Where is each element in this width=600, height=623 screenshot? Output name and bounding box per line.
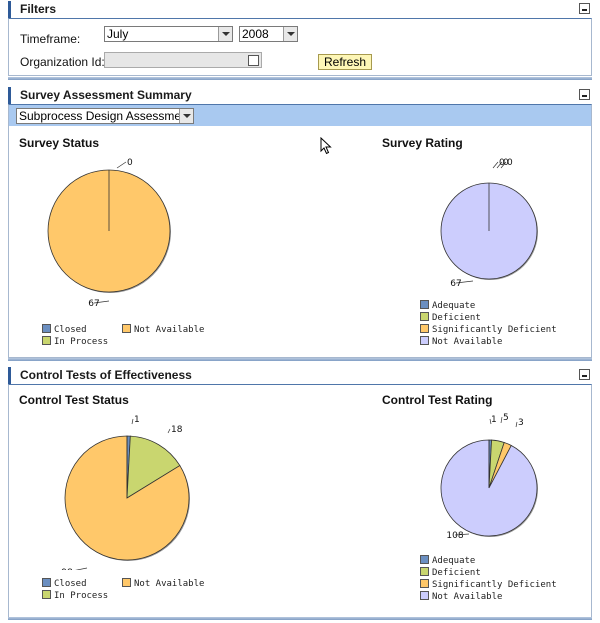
- pie-data-label: 1: [491, 415, 497, 425]
- pie-data-label: 108: [446, 531, 463, 541]
- filters-title: Filters: [20, 2, 57, 16]
- control-test-rating-pie-chart: 1 5 3 108: [440, 413, 538, 541]
- control-panel: Control Tests of Effectiveness Control T…: [8, 367, 592, 621]
- leader-line: [500, 416, 503, 424]
- timeframe-label: Timeframe:: [20, 32, 81, 46]
- control-title: Control Tests of Effectiveness: [20, 368, 192, 382]
- control-bottom-bar: [8, 617, 592, 620]
- pie-data-label: 0: [499, 158, 505, 168]
- survey-rating-pie-chart: 000 67: [440, 158, 538, 289]
- month-select[interactable]: July: [104, 26, 233, 42]
- chevron-down-icon[interactable]: [283, 27, 297, 41]
- legend-swatch: [420, 300, 429, 309]
- pie-data-label: 98: [61, 568, 73, 570]
- chevron-down-icon[interactable]: [218, 27, 232, 41]
- legend-item-deficient: Deficient: [420, 567, 481, 578]
- leader-line: [496, 161, 503, 169]
- leader-line: [500, 161, 507, 169]
- organization-id-field[interactable]: [104, 52, 262, 68]
- legend-swatch: [420, 312, 429, 321]
- pie-data-label: 1: [134, 415, 140, 425]
- legend-swatch: [420, 555, 429, 564]
- pie-data-label: 3: [518, 418, 524, 428]
- legend-item-adequate: Adequate: [420, 300, 475, 311]
- leader-line: [454, 533, 470, 536]
- survey-body: Subprocess Design Assessment Survey Stat…: [8, 104, 592, 358]
- control-minimize-button[interactable]: [579, 369, 590, 380]
- leader-line: [131, 418, 134, 425]
- control-test-status-pie-chart: 1 18 98: [61, 415, 190, 570]
- pie-data-label: 0: [507, 158, 513, 168]
- survey-status-title: Survey Status: [19, 136, 100, 150]
- month-value: July: [107, 27, 129, 41]
- pie-data-label: 0: [127, 158, 133, 168]
- leader-line: [492, 161, 499, 169]
- filters-body: Timeframe: July 2008 Organization Id: Re…: [8, 18, 592, 76]
- refresh-button[interactable]: Refresh: [318, 54, 373, 70]
- legend-item-adequate: Adequate: [420, 555, 475, 566]
- legend-item-significantly-deficient: Significantly Deficient: [420, 324, 557, 335]
- leader-line: [167, 428, 171, 434]
- survey-header: Survey Assessment Summary: [8, 87, 592, 104]
- pie-data-label: 18: [171, 425, 183, 435]
- survey-status-pie-chart: 0 67: [47, 158, 171, 309]
- legend-swatch: [420, 324, 429, 333]
- pie-data-label: 67: [88, 299, 99, 309]
- legend-item-deficient: Deficient: [420, 312, 481, 323]
- legend-item-not-available: Not Available: [122, 324, 204, 335]
- legend-swatch: [420, 336, 429, 345]
- mouse-pointer-icon: [320, 137, 332, 155]
- legend-swatch: [42, 324, 51, 333]
- legend-item-in-process: In Process: [42, 590, 108, 601]
- control-body: Control Test Status Control Test Rating …: [8, 384, 592, 618]
- organization-id-label: Organization Id:: [20, 55, 105, 69]
- legend-item-in-process: In Process: [42, 336, 108, 347]
- assessment-type-select[interactable]: Subprocess Design Assessment: [16, 108, 194, 124]
- survey-panel: Survey Assessment Summary Subprocess Des…: [8, 87, 592, 362]
- survey-bottom-bar: [8, 358, 592, 361]
- legend-swatch: [420, 591, 429, 600]
- filters-minimize-button[interactable]: [579, 3, 590, 14]
- leader-line: [455, 280, 474, 284]
- survey-toolbar: Subprocess Design Assessment: [9, 105, 591, 126]
- chevron-down-icon[interactable]: [179, 109, 193, 123]
- legend-swatch: [420, 567, 429, 576]
- legend-swatch: [42, 336, 51, 345]
- filters-header: Filters: [8, 1, 592, 18]
- legend-item-not-available: Not Available: [420, 336, 502, 347]
- legend-swatch: [122, 578, 131, 587]
- legend-item-not-available: Not Available: [122, 578, 204, 589]
- legend-item-significantly-deficient: Significantly Deficient: [420, 579, 557, 590]
- leader-line: [93, 300, 110, 304]
- year-value: 2008: [242, 27, 269, 41]
- leader-line: [489, 418, 492, 425]
- pie-slice-not-available: [440, 439, 538, 537]
- legend-swatch: [42, 578, 51, 587]
- value-help-icon[interactable]: [248, 55, 259, 66]
- control-test-status-title: Control Test Status: [19, 393, 129, 407]
- legend-item-closed: Closed: [42, 324, 87, 335]
- legend-item-closed: Closed: [42, 578, 87, 589]
- assessment-type-value: Subprocess Design Assessment: [19, 109, 192, 123]
- pie-data-label: 5: [503, 413, 509, 423]
- leader-line: [116, 161, 127, 169]
- control-header: Control Tests of Effectiveness: [8, 367, 592, 384]
- pie-data-label: 67: [450, 279, 461, 289]
- filters-bottom-bar: [8, 77, 592, 80]
- filters-panel: Filters Timeframe: July 2008 Organizatio…: [8, 1, 592, 81]
- leader-line: [515, 421, 518, 428]
- control-test-rating-title: Control Test Rating: [382, 393, 493, 407]
- pie-data-label: 0: [503, 158, 509, 168]
- legend-swatch: [420, 579, 429, 588]
- year-select[interactable]: 2008: [239, 26, 298, 42]
- legend-item-not-available: Not Available: [420, 591, 502, 602]
- pie-slice-in-process: [126, 435, 181, 499]
- survey-title: Survey Assessment Summary: [20, 88, 192, 102]
- survey-rating-title: Survey Rating: [382, 136, 463, 150]
- legend-swatch: [122, 324, 131, 333]
- survey-minimize-button[interactable]: [579, 89, 590, 100]
- legend-swatch: [42, 590, 51, 599]
- leader-line: [75, 567, 88, 570]
